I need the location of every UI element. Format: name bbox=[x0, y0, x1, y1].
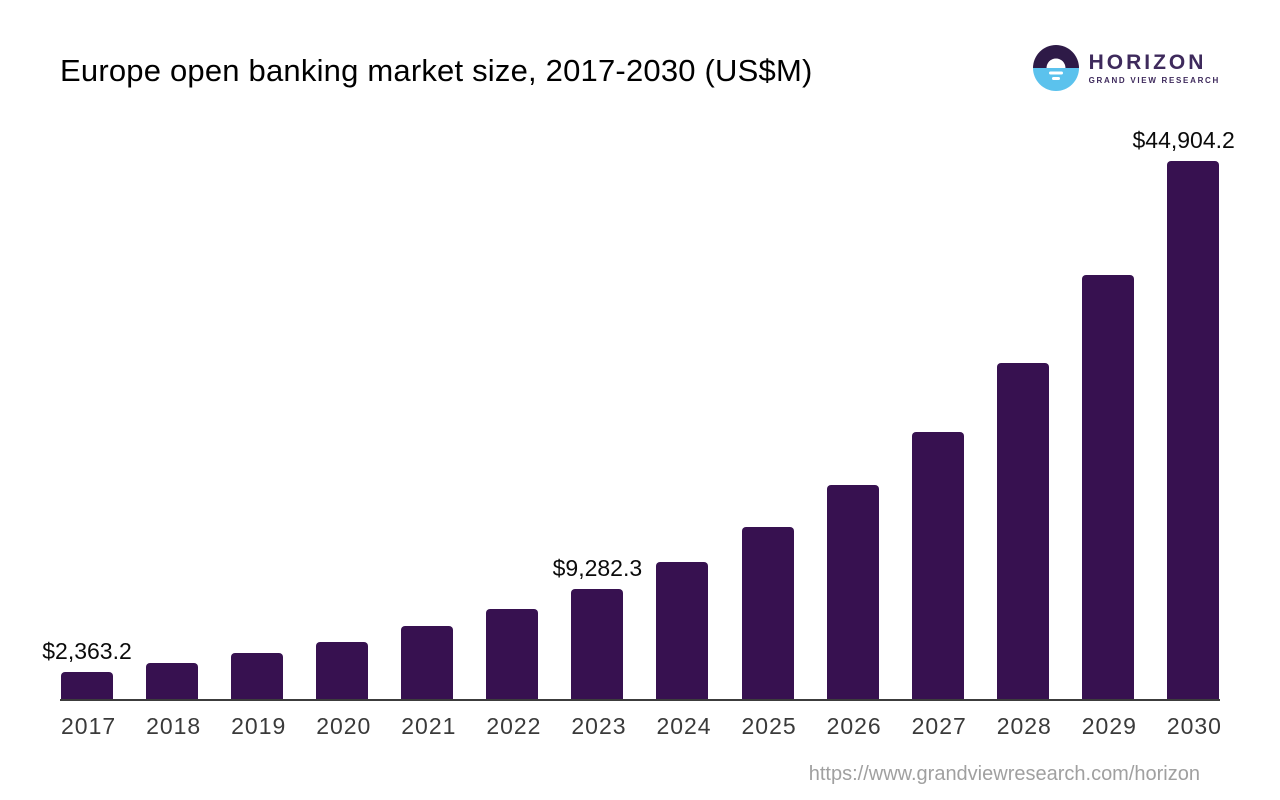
x-axis-label-2017: 2017 bbox=[61, 713, 117, 739]
page-title: Europe open banking market size, 2017-20… bbox=[60, 53, 813, 88]
bar-column-2022 bbox=[486, 161, 539, 700]
data-label-2017: $2,363.2 bbox=[42, 637, 132, 664]
bar-column-2027 bbox=[911, 161, 964, 700]
bar-2018 bbox=[146, 663, 199, 700]
bar-column-2025 bbox=[741, 161, 794, 700]
bar-column-2023: $9,282.3 bbox=[553, 161, 642, 700]
bar-2026 bbox=[826, 485, 879, 700]
bar-2020 bbox=[316, 642, 369, 700]
x-axis-label-2030: 2030 bbox=[1166, 713, 1222, 739]
source-url: https://www.grandviewresearch.com/horizo… bbox=[808, 763, 1200, 785]
bar-column-2017: $2,363.2 bbox=[42, 161, 132, 700]
bar-2025 bbox=[741, 527, 794, 700]
x-axis-labels: 2017 2018 2019 2020 2021 2022 2023 2024 2025 2026… bbox=[61, 713, 1222, 740]
x-axis-label-2024: 2024 bbox=[656, 713, 712, 739]
bar-column-2028 bbox=[996, 161, 1049, 700]
x-axis-label-2020: 2020 bbox=[316, 713, 372, 739]
bar-2027 bbox=[911, 432, 964, 700]
bar-column-2030: $44,904.2 bbox=[1132, 127, 1235, 700]
bar-2023 bbox=[571, 588, 624, 700]
x-axis-label-2018: 2018 bbox=[146, 713, 202, 739]
bar-2024 bbox=[656, 562, 709, 700]
bar-column-2024 bbox=[656, 161, 709, 700]
x-axis-line bbox=[60, 699, 1220, 701]
x-axis-label-2027: 2027 bbox=[911, 713, 967, 739]
bar-2021 bbox=[401, 626, 454, 700]
bar-column-2019 bbox=[231, 161, 284, 700]
bar-2019 bbox=[231, 653, 284, 700]
bar-column-2026 bbox=[826, 161, 879, 700]
x-axis-label-2026: 2026 bbox=[826, 713, 882, 739]
bar-2029 bbox=[1081, 275, 1134, 700]
bar-column-2029 bbox=[1081, 161, 1134, 700]
horizon-logo: HORIZON GRAND VIEW RESEARCH bbox=[1032, 44, 1220, 92]
data-label-2023: $9,282.3 bbox=[552, 554, 643, 581]
bar-column-2021 bbox=[401, 161, 454, 700]
bar-column-2020 bbox=[316, 161, 369, 700]
data-label-2030: $44,904.2 bbox=[1132, 127, 1235, 153]
horizon-sunrise-icon bbox=[1032, 45, 1079, 91]
plot-area: $2,363.2 $9,282.3 $44,904.2 bbox=[42, 127, 1235, 700]
bar-2030 bbox=[1166, 161, 1219, 700]
bar-2022 bbox=[486, 609, 539, 700]
bar-2028 bbox=[996, 363, 1049, 700]
logo-brand: HORIZON bbox=[1088, 50, 1207, 74]
x-axis-label-2023: 2023 bbox=[571, 713, 627, 739]
logo-tagline: GRAND VIEW RESEARCH bbox=[1088, 76, 1220, 86]
x-axis-label-2028: 2028 bbox=[996, 713, 1052, 739]
x-axis-label-2025: 2025 bbox=[741, 713, 797, 739]
x-axis-label-2019: 2019 bbox=[231, 713, 287, 739]
bar-2017 bbox=[61, 671, 113, 700]
bar-column-2018 bbox=[146, 161, 199, 700]
x-axis-label-2022: 2022 bbox=[486, 713, 542, 739]
logo-text-block: HORIZON GRAND VIEW RESEARCH bbox=[1089, 51, 1220, 85]
x-axis-label-2029: 2029 bbox=[1081, 713, 1137, 739]
x-axis-label-2021: 2021 bbox=[401, 713, 457, 739]
